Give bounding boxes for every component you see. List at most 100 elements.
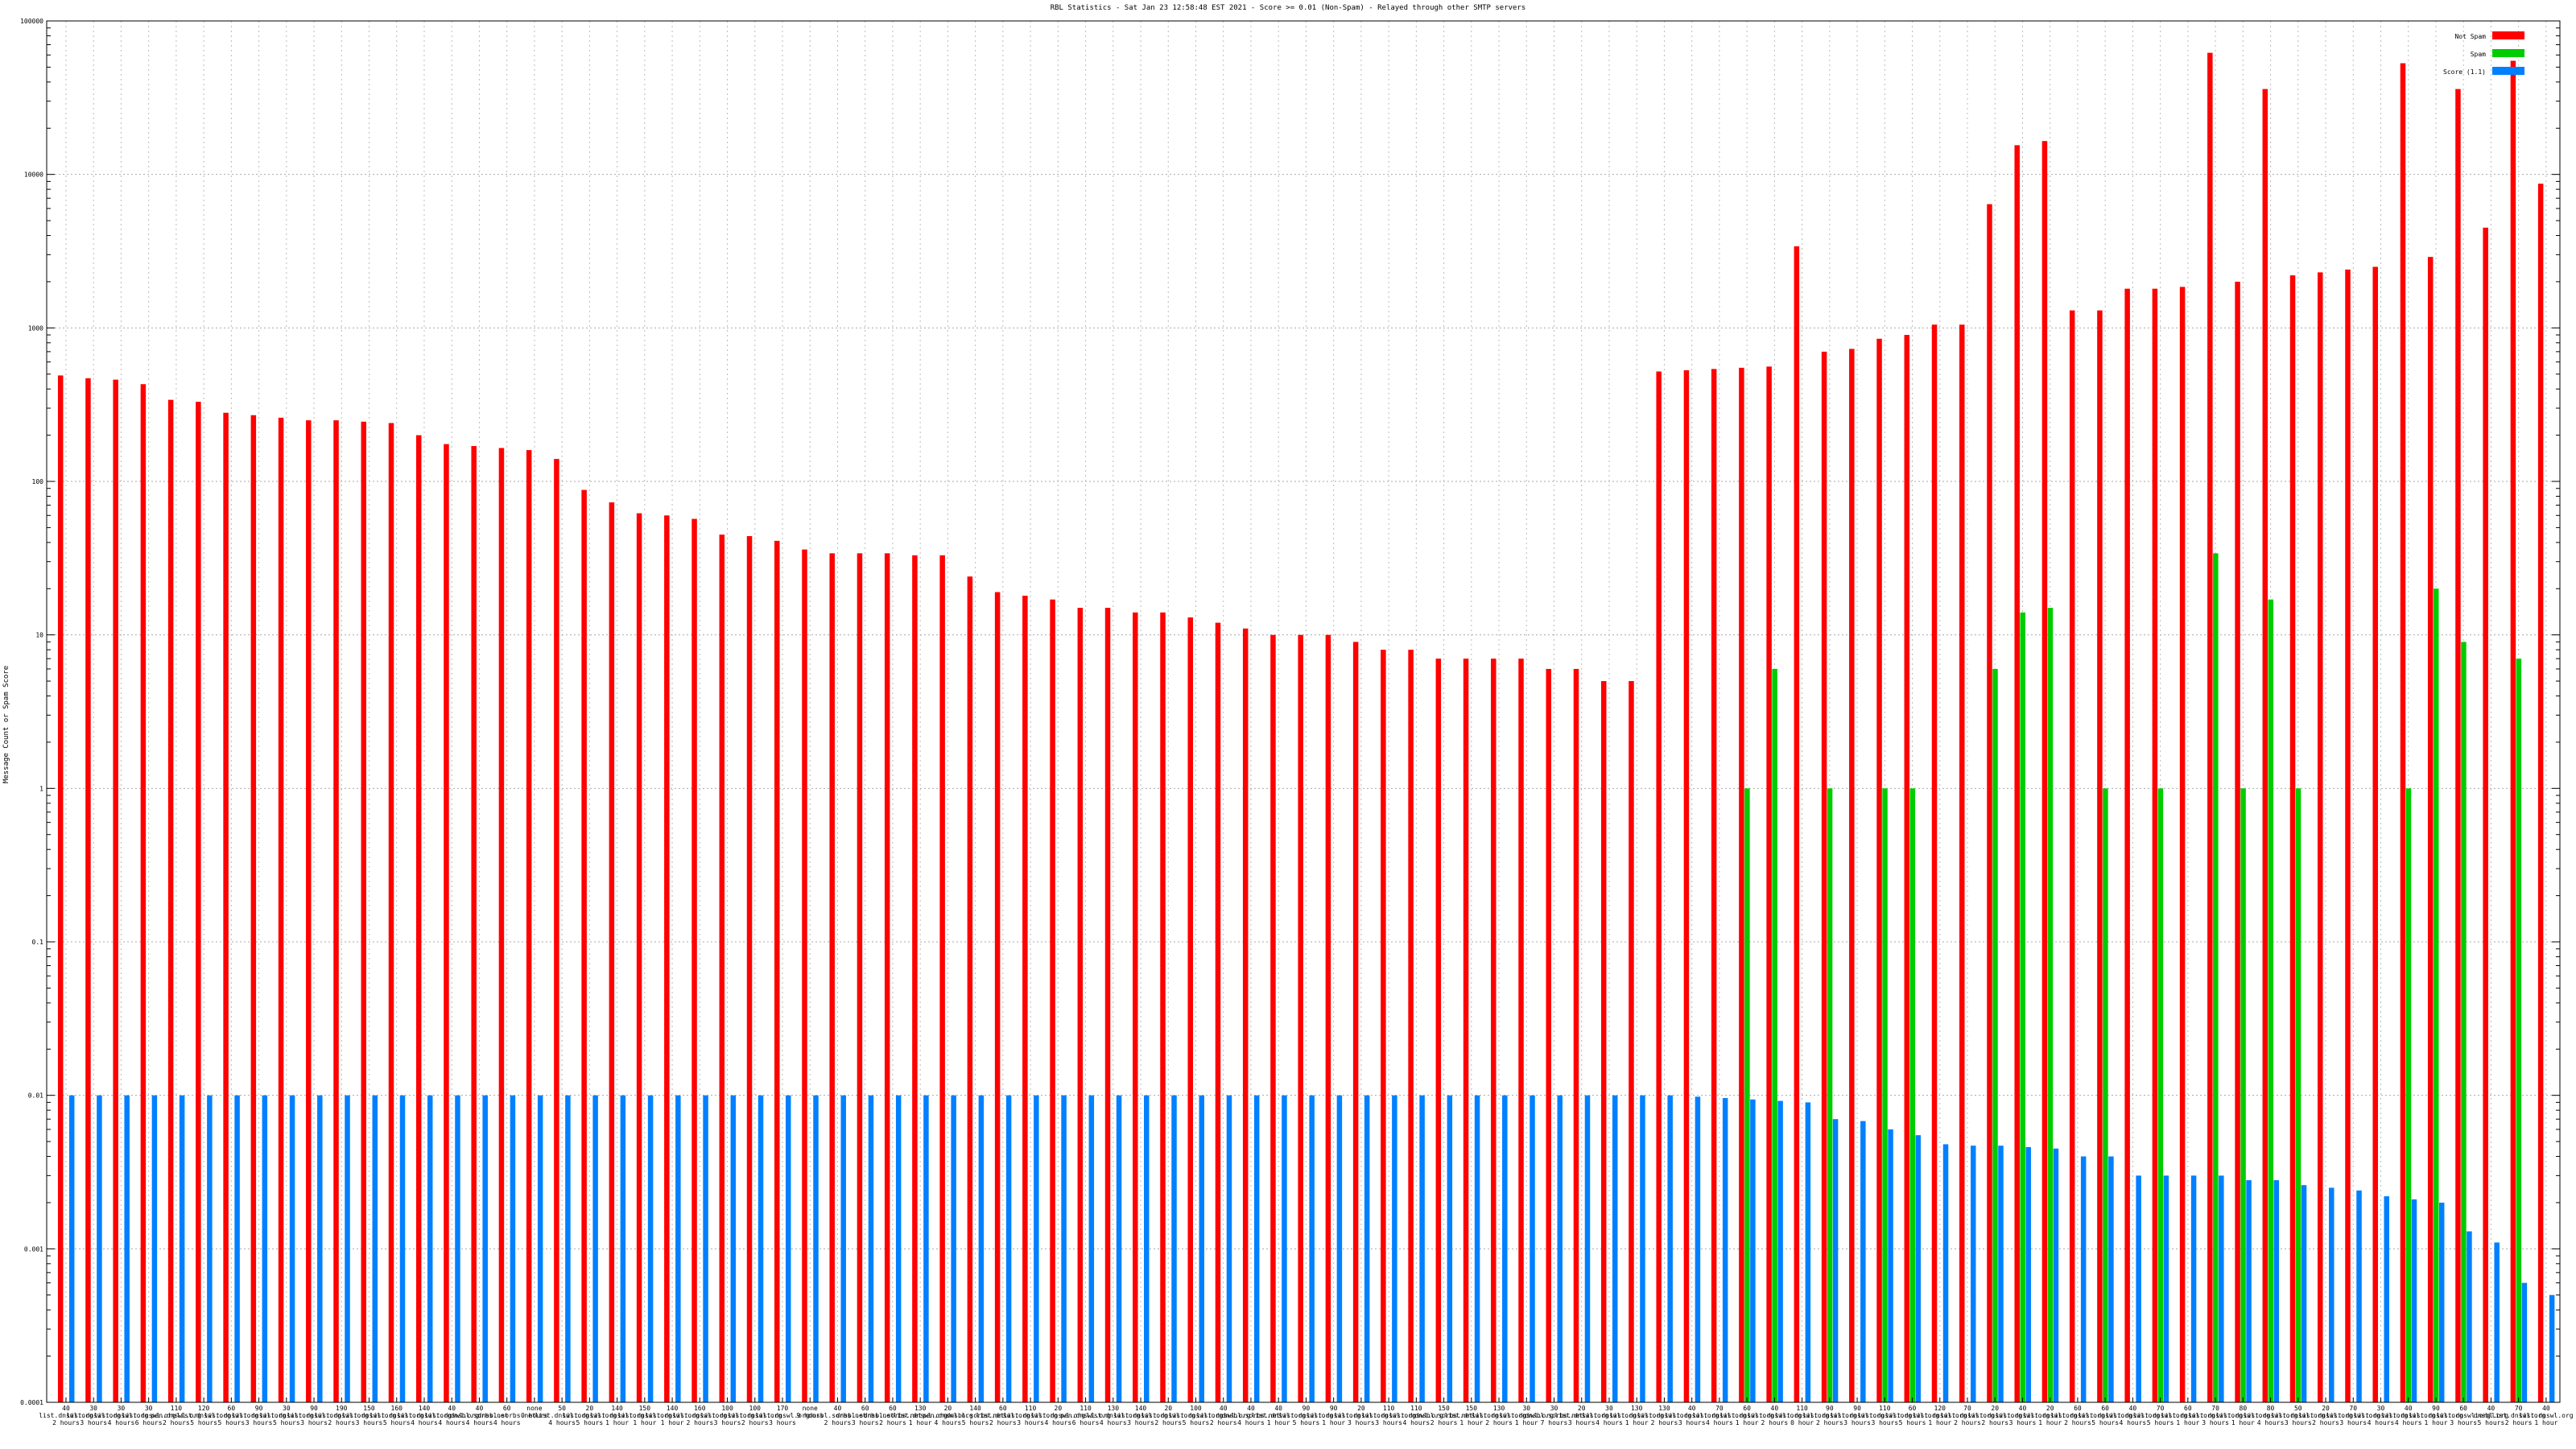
x-tick-label-line: 30 [283,1405,291,1412]
bar-not-spam [581,489,587,1402]
x-tick-label: 30 dnsbl.sorbs.net 7 hours [1525,1405,1583,1426]
legend-swatch [2492,49,2524,57]
x-tick-label-line: dnsbl.sorbs.net [947,1412,1005,1419]
x-tick-label-line: 4 hours [1706,1419,1733,1426]
bar-not-spam [1408,650,1414,1402]
x-tick-label-line: 140 [611,1405,623,1412]
bar-score-1-1- [317,1095,323,1402]
bar-not-spam [609,502,615,1402]
bar-score-1-1- [1695,1096,1701,1402]
x-tick-label-line: 2 hours [1210,1419,1237,1426]
x-tick-label-line: dnsbl.sorbs.net [836,1412,894,1419]
x-tick-label-line: 5 hours [576,1419,604,1426]
x-tick-label: 20 list.dnswl.org 5 hours [563,1405,617,1426]
bar-not-spam [1381,650,1386,1402]
x-tick-label-line: 70 [2349,1405,2357,1412]
bar-score-1-1- [1998,1146,2004,1402]
bar-score-1-1- [1253,1095,1260,1402]
x-tick-label: 90 list.dnswl.org 3 hours [287,1405,341,1426]
x-tick-label: 20 list.dnswl.org 2 hours [2298,1405,2353,1426]
x-tick-label: 40 dnsbl.sorbs.net 2 hours [808,1405,866,1426]
x-tick-label: 60 dnsbl.sorbs.net 3 hours [836,1405,894,1426]
x-tick-label-line: 4 hours [1402,1419,1430,1426]
x-tick-label-line: 60 [861,1405,869,1412]
x-tick-label-line: 140 [667,1405,679,1412]
x-tick-label-line: 60 [503,1405,511,1412]
x-tick-label: 20 list.dnswl.org 1 hour [2023,1405,2078,1426]
x-tick-label-line: 3 hours [300,1419,328,1426]
x-tick-label: 90 list.dnswl.org 1 hour [1307,1405,1361,1426]
bar-not-spam [554,459,559,1403]
x-tick-label-line: 3 hours [2285,1419,2312,1426]
bar-spam [2157,788,2164,1402]
x-tick-label-line: list.dnswl.org [1748,1412,1802,1419]
x-tick-label-line: list.dnswl.org [122,1412,176,1419]
x-tick-label: 80 list.dnswl.org 1 hour [2216,1405,2271,1426]
x-tick-label-line: 4 hours [108,1419,135,1426]
x-tick-label: 40 list.dnswl.org 2 hours [1748,1405,1802,1426]
x-tick-label: 120 list.dnswl.org 1 hour [1913,1405,1967,1426]
x-tick-label: 70 list.dnswl.org 2 hours [2491,1405,2546,1426]
x-tick-label-line: 1 hour [1625,1419,1649,1426]
bar-score-1-1- [2053,1148,2059,1402]
x-tick-label-line: list.dnswl.org [232,1412,287,1419]
bar-not-spam [1050,599,1055,1402]
x-tick-label-line: list.dnswl.org [342,1412,397,1419]
legend-label: Score (1.1) [2443,68,2486,76]
bar-score-1-1- [1364,1095,1370,1402]
bar-not-spam [802,549,807,1402]
bar-score-1-1- [1392,1095,1397,1402]
x-tick-label: 30 list.dnswl.org 6 hours [122,1405,176,1426]
x-tick-label-line: 20 [1164,1405,1172,1412]
bar-not-spam [746,535,753,1402]
bar-score-1-1- [1942,1144,1949,1402]
x-tick-label-line: list.dnswl.org [1279,1412,1334,1419]
bar-not-spam [2124,288,2130,1402]
x-tick-label-line: 70 [2157,1405,2165,1412]
x-tick-label-line: 3 hours [714,1419,741,1426]
x-tick-label: 110 list.dnswl.org 0 hour [1775,1405,1830,1426]
x-tick-label-line: list.dnswl.org [2023,1412,2078,1419]
bar-score-1-1- [1777,1100,1783,1402]
x-tick-label: 150 dnsbl.sorbs.net 2 hours [1414,1405,1472,1426]
x-tick-label-line: 50 [558,1405,566,1412]
x-tick-label: 40 dnsbl.sorbs.net 4 hours [1222,1405,1280,1426]
x-tick-label-line: 150 [363,1405,375,1412]
x-tick-label-line: none [526,1405,542,1412]
bar-not-spam [1794,246,1800,1402]
x-tick-label-line: list.dnswl.org [1334,1412,1389,1419]
x-tick-label: 90 list.dnswl.org 5 hours [1279,1405,1334,1426]
bar-not-spam [1546,668,1552,1402]
x-tick-label-line: 5 hours [2147,1419,2174,1426]
x-tick-label-line: 90 [255,1405,263,1412]
bar-not-spam [884,553,890,1403]
x-tick-label-line: 40 [2487,1405,2496,1412]
x-tick-label-line: 150 [639,1405,651,1412]
bar-score-1-1- [2467,1231,2472,1402]
bar-score-1-1- [1971,1146,1976,1402]
x-tick-label-line: 110 [1383,1405,1395,1412]
x-tick-label-line: 6 hours [1072,1419,1100,1426]
x-tick-label-line: 4 hours [935,1419,962,1426]
x-tick-label-line: 40 [1220,1405,1228,1412]
x-tick-label-line: 90 [1330,1405,1338,1412]
x-tick-label: 150 list.dnswl.org 1 hour [1444,1405,1499,1426]
x-tick-label: 60 list.dnswl.org 1 hour [1719,1405,1774,1426]
x-tick-label-line: list.dnswl.org [2188,1412,2243,1419]
bar-spam [2213,553,2219,1403]
x-tick-label-line: list.dnswl.org [176,1412,231,1419]
x-tick-label-line: list.dnswl.org [1361,1412,1416,1419]
bar-not-spam [2289,275,2296,1403]
x-tick-label-line: 30 [145,1405,153,1412]
x-tick-label-line: 130 [1631,1405,1643,1412]
x-tick-label-line: 6 hours [135,1419,163,1426]
bar-spam [2405,788,2412,1402]
bar-not-spam [1242,628,1249,1402]
x-tick-label-line: list.dnswl.org [590,1412,645,1419]
bar-not-spam [2179,287,2186,1402]
x-tick-label-line: 30 [118,1405,126,1412]
x-tick-label-line: 130 [1108,1405,1120,1412]
bar-not-spam [939,555,945,1402]
x-tick-label-line: 40 [1247,1405,1255,1412]
